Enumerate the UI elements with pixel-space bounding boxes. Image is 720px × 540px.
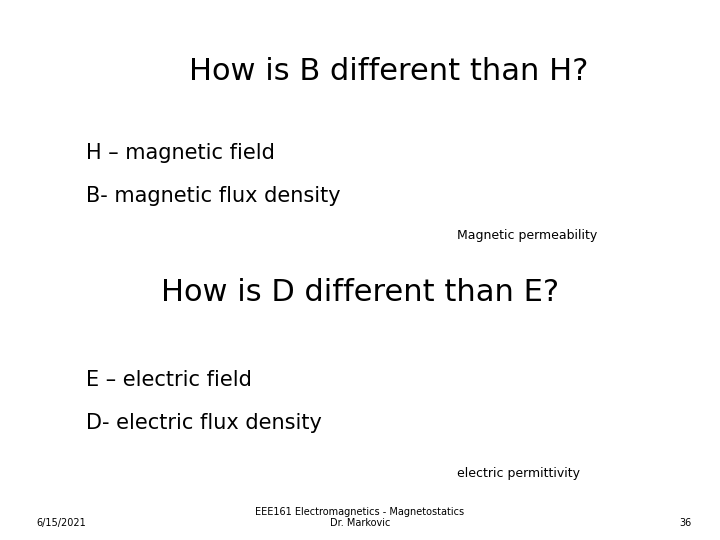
Text: How is B different than H?: How is B different than H? xyxy=(189,57,588,86)
Text: How is D different than E?: How is D different than E? xyxy=(161,278,559,307)
Text: E – electric field: E – electric field xyxy=(86,370,252,390)
Text: EEE161 Electromagnetics - Magnetostatics
Dr. Markovic: EEE161 Electromagnetics - Magnetostatics… xyxy=(256,507,464,528)
Text: H – magnetic field: H – magnetic field xyxy=(86,143,275,163)
Text: D- electric flux density: D- electric flux density xyxy=(86,413,323,433)
Text: B- magnetic flux density: B- magnetic flux density xyxy=(86,186,341,206)
Text: electric permittivity: electric permittivity xyxy=(457,467,580,480)
Text: 36: 36 xyxy=(679,518,691,528)
Text: Magnetic permeability: Magnetic permeability xyxy=(457,230,598,242)
Text: 6/15/2021: 6/15/2021 xyxy=(36,518,86,528)
